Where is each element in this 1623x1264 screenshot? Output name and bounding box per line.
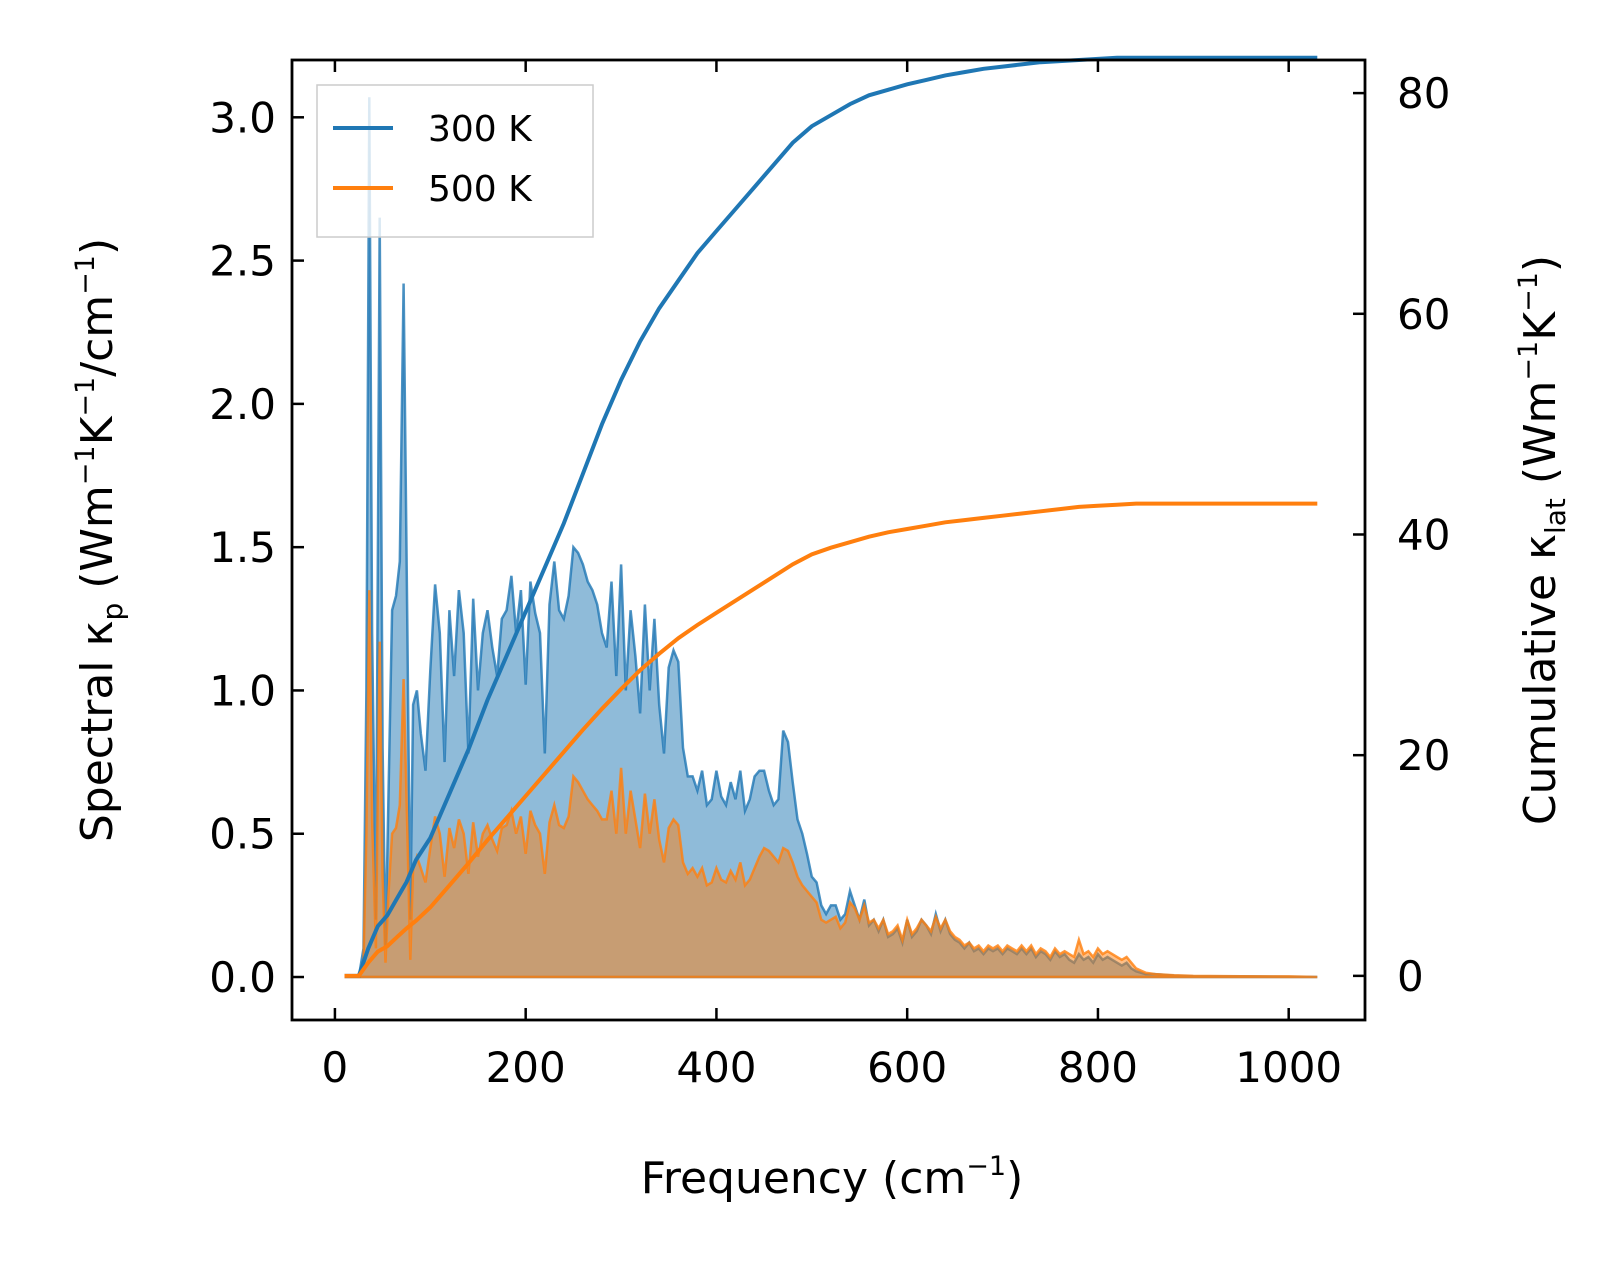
right-y-tick-label: 0 <box>1397 952 1424 1001</box>
left-y-tick-label: 2.0 <box>209 380 276 429</box>
left-y-tick-label: 1.5 <box>209 523 276 572</box>
left-y-tick-label: 0.5 <box>209 810 276 859</box>
legend: 300 K 500 K <box>316 84 594 238</box>
right-y-tick-label: 60 <box>1397 290 1450 339</box>
right-y-tick-label: 80 <box>1397 69 1450 118</box>
legend-label-300k: 300 K <box>428 109 533 150</box>
left-y-tick-label: 2.5 <box>209 237 276 286</box>
x-tick-label: 0 <box>322 1043 349 1092</box>
series-layer <box>344 55 1318 979</box>
x-tick-label: 800 <box>1058 1043 1138 1092</box>
left-y-tick-label: 3.0 <box>209 93 276 142</box>
cumulative-line-500k <box>344 501 1318 978</box>
x-tick-label: 400 <box>676 1043 756 1092</box>
right-y-tick-label: 40 <box>1397 510 1450 559</box>
plot-frame <box>290 58 1367 1022</box>
right-y-tick-label: 20 <box>1397 731 1450 780</box>
left-y-tick-label: 1.0 <box>209 666 276 715</box>
x-tick-label: 600 <box>867 1043 947 1092</box>
tick-layer: 0 200 400 600 800 1000 0.0 0.5 1.0 1.5 2.0 2.5 3.0 0 2… <box>209 60 1450 1092</box>
left-y-tick-label: 0.0 <box>209 953 276 1002</box>
x-tick-label: 200 <box>486 1043 566 1092</box>
right-y-axis-title: Cumulative κlat (Wm−1K−1) <box>1513 255 1572 825</box>
legend-label-500k: 500 K <box>428 169 533 210</box>
x-tick-label: 1000 <box>1235 1043 1342 1092</box>
x-axis-title: Frequency (cm−1) <box>641 1151 1024 1204</box>
spectral-area-500k <box>344 590 1318 979</box>
legend-box <box>316 84 594 238</box>
left-y-axis-title: Spectral κp (Wm−1K−1/cm−1) <box>70 238 129 842</box>
